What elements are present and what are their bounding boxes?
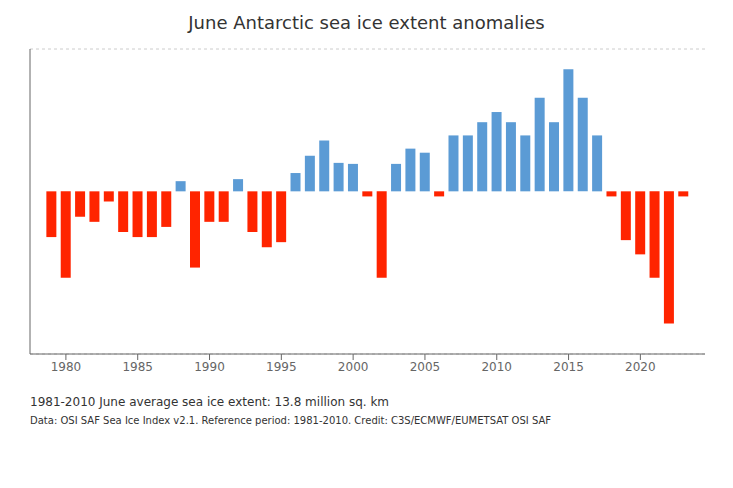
svg-text:1985: 1985 xyxy=(122,360,153,374)
svg-text:1980: 1980 xyxy=(51,360,82,374)
svg-text:2000: 2000 xyxy=(338,360,369,374)
svg-text:2005: 2005 xyxy=(410,360,441,374)
html-text:June Antarctic sea ice extent: June Antarctic sea ice extent anomalies xyxy=(188,12,545,33)
html-text:1981-2010 June average sea ice: 1981-2010 June average sea ice extent: 1… xyxy=(30,395,389,409)
svg-text:1990: 1990 xyxy=(194,360,225,374)
svg-text:1995: 1995 xyxy=(266,360,297,374)
svg-text:2010: 2010 xyxy=(481,360,512,374)
svg-text:2015: 2015 xyxy=(553,360,584,374)
html-text:Data: OSI SAF Sea Ice Index v2: Data: OSI SAF Sea Ice Index v2.1. Refere… xyxy=(30,415,551,426)
svg-text:2020: 2020 xyxy=(625,360,656,374)
